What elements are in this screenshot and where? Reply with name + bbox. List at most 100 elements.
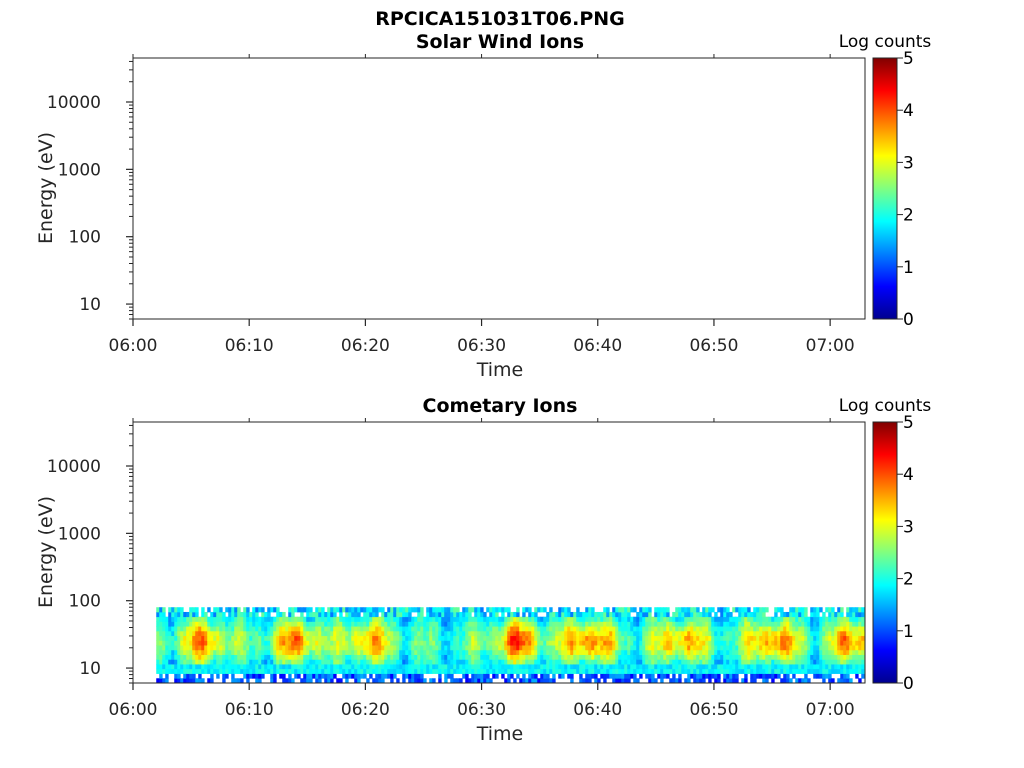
spectrogram-cell — [492, 659, 496, 665]
spectrogram-cell — [498, 659, 502, 665]
spectrogram-cell — [555, 635, 559, 641]
colorbar-tick-label: 1 — [903, 258, 914, 278]
spectrogram-cell — [741, 659, 745, 665]
spectrogram-cell — [513, 654, 517, 660]
spectrogram-cell — [849, 640, 853, 646]
spectrogram-cell — [519, 635, 523, 641]
spectrogram-cell — [525, 649, 529, 655]
spectrogram-cell — [858, 611, 862, 618]
spectrogram-cell — [579, 626, 583, 632]
spectrogram-cell — [210, 616, 214, 622]
spectrogram-cell — [450, 621, 454, 627]
spectrogram-cell — [336, 645, 340, 651]
spectrogram-cell — [726, 673, 730, 679]
spectrogram-cell — [651, 659, 655, 665]
spectrogram-cell — [168, 635, 172, 641]
spectrogram-cell — [822, 668, 826, 674]
spectrogram-cell — [849, 678, 853, 683]
spectrogram-cell — [735, 649, 739, 655]
spectrogram-cell — [669, 640, 673, 646]
spectrogram-cell — [759, 654, 763, 660]
spectrogram-cell — [597, 654, 601, 660]
spectrogram-cell — [381, 626, 385, 632]
spectrogram-cell — [753, 640, 757, 646]
spectrogram-cell — [855, 640, 859, 646]
spectrogram-cell — [696, 645, 700, 651]
spectrogram-cell — [807, 645, 811, 651]
spectrogram-cell — [624, 645, 628, 651]
spectrogram-cell — [822, 664, 826, 670]
colorbar-tick-label: 2 — [903, 570, 914, 590]
spectrogram-cell — [228, 664, 232, 670]
spectrogram-cell — [570, 626, 574, 632]
spectrogram-cell — [843, 673, 847, 679]
spectrogram-cell — [816, 654, 820, 660]
spectrogram-cell — [645, 659, 649, 665]
spectrogram-cell — [198, 673, 202, 679]
spectrogram-cell — [645, 668, 649, 674]
spectrogram-cell — [609, 611, 613, 618]
spectrogram-cell — [759, 607, 763, 613]
spectrogram-cell — [654, 659, 658, 665]
spectrogram-cell — [162, 611, 166, 618]
spectrogram-cell — [687, 616, 691, 622]
spectrogram-cell — [354, 621, 358, 627]
spectrogram-cell — [690, 630, 694, 637]
spectrogram-cell — [276, 654, 280, 660]
spectrogram-cell — [447, 668, 451, 674]
spectrogram-cell — [474, 640, 478, 646]
spectrogram-cell — [339, 664, 343, 670]
spectrogram-cell — [360, 640, 364, 646]
spectrogram-cell — [627, 673, 631, 679]
spectrogram-cell — [243, 626, 247, 632]
spectrogram-cell — [234, 649, 238, 655]
spectrogram-cell — [816, 611, 820, 618]
spectrogram-cell — [489, 654, 493, 660]
spectrogram-cell — [327, 607, 331, 613]
spectrogram-cell — [585, 621, 589, 627]
spectrogram-cell — [435, 649, 439, 655]
spectrogram-cell — [666, 673, 670, 679]
spectrogram-cell — [732, 621, 736, 627]
spectrogram-cell — [192, 607, 196, 613]
spectrogram-cell — [432, 664, 436, 670]
spectrogram-cell — [612, 640, 616, 646]
spectrogram-cell — [777, 626, 781, 632]
spectrogram-cell — [768, 635, 772, 641]
spectrogram-cell — [357, 668, 361, 674]
spectrogram-cell — [456, 654, 460, 660]
spectrogram-cell — [450, 673, 454, 679]
spectrogram-cell — [261, 630, 265, 637]
spectrogram-cell — [459, 645, 463, 651]
spectrogram-cell — [522, 640, 526, 646]
spectrogram-cell — [573, 664, 577, 670]
spectrogram-cell — [483, 645, 487, 651]
spectrogram-cell — [291, 611, 295, 618]
spectrogram-cell — [438, 659, 442, 665]
spectrogram-cell — [309, 607, 313, 613]
spectrogram-cell — [330, 635, 334, 641]
spectrogram-cell — [360, 649, 364, 655]
spectrogram-cell — [558, 630, 562, 637]
spectrogram-cell — [492, 640, 496, 646]
spectrogram-cell — [567, 626, 571, 632]
spectrogram-cell — [699, 626, 703, 632]
spectrogram-cell — [252, 621, 256, 627]
spectrogram-cell — [312, 645, 316, 651]
spectrogram-cell — [600, 654, 604, 660]
spectrogram-cell — [240, 649, 244, 655]
spectrogram-cell — [657, 626, 661, 632]
spectrogram-cell — [528, 640, 532, 646]
spectrogram-cell — [819, 649, 823, 655]
spectrogram-cell — [408, 673, 412, 679]
spectrogram-cell — [492, 649, 496, 655]
spectrogram-cell — [177, 607, 181, 613]
spectrogram-cell — [390, 678, 394, 683]
spectrogram-cell — [198, 668, 202, 674]
spectrogram-cell — [246, 649, 250, 655]
spectrogram-cell — [834, 654, 838, 660]
spectrogram-cell — [825, 607, 829, 613]
spectrogram-cell — [654, 668, 658, 674]
spectrogram-cell — [846, 616, 850, 622]
spectrogram-cell — [438, 630, 442, 637]
